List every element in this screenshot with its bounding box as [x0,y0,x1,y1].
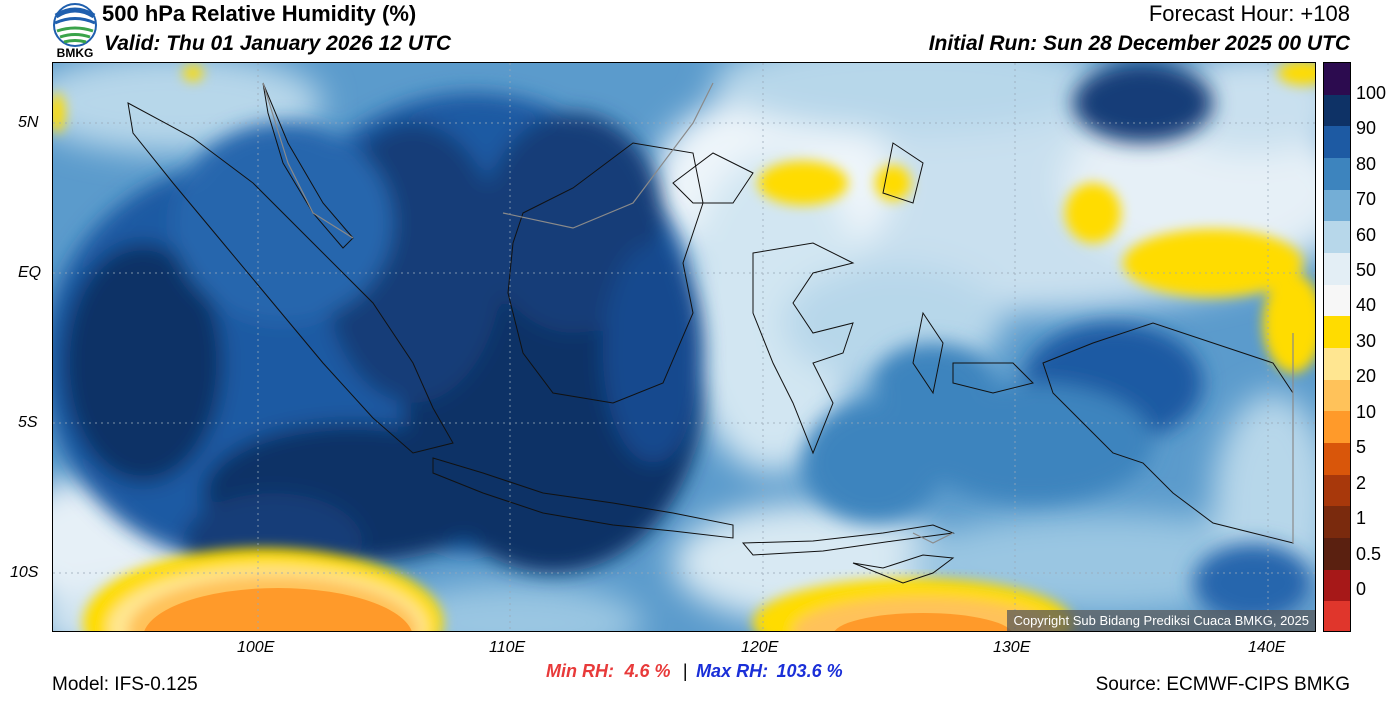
colorbar-segment [1324,442,1350,475]
source-label: Source: ECMWF-CIPS BMKG [1095,674,1350,695]
lat-label-5s: 5S [18,414,38,431]
colorbar-segment [1324,94,1350,127]
colorbar-segment [1324,189,1350,222]
colorbar-segment [1324,63,1350,95]
lat-label-eq: EQ [18,264,42,281]
initial-run: Initial Run: Sun 28 December 2025 00 UTC [928,32,1350,55]
colorbar-segment [1324,411,1350,443]
lon-label-120e: 120E [741,639,779,656]
bmkg-emblem-icon [53,3,97,47]
model-label: Model: IFS-0.125 [52,674,198,695]
colorbar-segment [1324,157,1350,190]
lon-label-110e: 110E [489,639,526,656]
bmkg-logo: BMKG [52,2,98,60]
humidity-field [53,63,1315,631]
colorbar-segment [1324,569,1350,602]
colorbar-tick-label: 40 [1356,295,1377,316]
lon-label-130e: 130E [993,639,1031,656]
lon-label-140e: 140E [1248,639,1286,656]
chart-title: 500 hPa Relative Humidity (%) [102,1,417,26]
copyright-note: Copyright Sub Bidang Prediksi Cuaca BMKG… [1007,610,1315,631]
max-rh-value: 103.6 % [776,661,843,681]
max-rh-label: Max RH: [696,661,769,681]
valid-time: Valid: Thu 01 January 2026 12 UTC [104,32,452,55]
colorbar-tick-label: 80 [1356,153,1377,174]
colorbar-segment [1324,537,1350,570]
lat-label-10s: 10S [10,564,39,581]
min-rh-value: 4.6 % [624,661,671,681]
logo-text: BMKG [56,46,94,60]
colorbar-tick-label: 0.5 [1356,543,1382,564]
colorbar-tick-label: 100 [1356,82,1387,103]
colorbar-tick-label: 50 [1356,260,1377,280]
colorbar-tick-label: 2 [1356,472,1367,493]
colorbar-tick-label: 70 [1356,189,1377,210]
forecast-hour: Forecast Hour: +108 [1148,1,1350,26]
colorbar-segment [1324,126,1350,158]
colorbar-segment [1324,474,1350,507]
colorbar-segment [1324,284,1350,317]
stats-separator: | [682,661,688,681]
colorbar-segment [1324,316,1350,348]
lon-label-100e: 100E [237,639,275,656]
colorbar-tick-label: 30 [1356,330,1377,351]
colorbar-tick-label: 20 [1356,366,1377,387]
colorbar-tick-label: 1 [1356,508,1367,529]
humidity-map: Copyright Sub Bidang Prediksi Cuaca BMKG… [52,62,1316,632]
colorbar-segment [1324,601,1350,631]
colorbar [1323,62,1351,632]
colorbar-segment [1324,379,1350,412]
colorbar-segment [1324,506,1350,538]
colorbar-tick-label: 10 [1356,401,1377,422]
colorbar-segment [1324,252,1350,285]
colorbar-segment [1324,347,1350,380]
colorbar-segment [1324,221,1350,253]
rh-stats: Min RH: 4.6 % | Max RH: 103.6 % [546,661,843,682]
colorbar-tick-label: 0 [1356,579,1367,600]
colorbar-tick-label: 60 [1356,224,1377,245]
min-rh-label: Min RH: [546,661,614,681]
lat-label-5n: 5N [18,114,39,131]
colorbar-tick-label: 5 [1356,437,1367,458]
colorbar-tick-label: 90 [1356,118,1377,139]
